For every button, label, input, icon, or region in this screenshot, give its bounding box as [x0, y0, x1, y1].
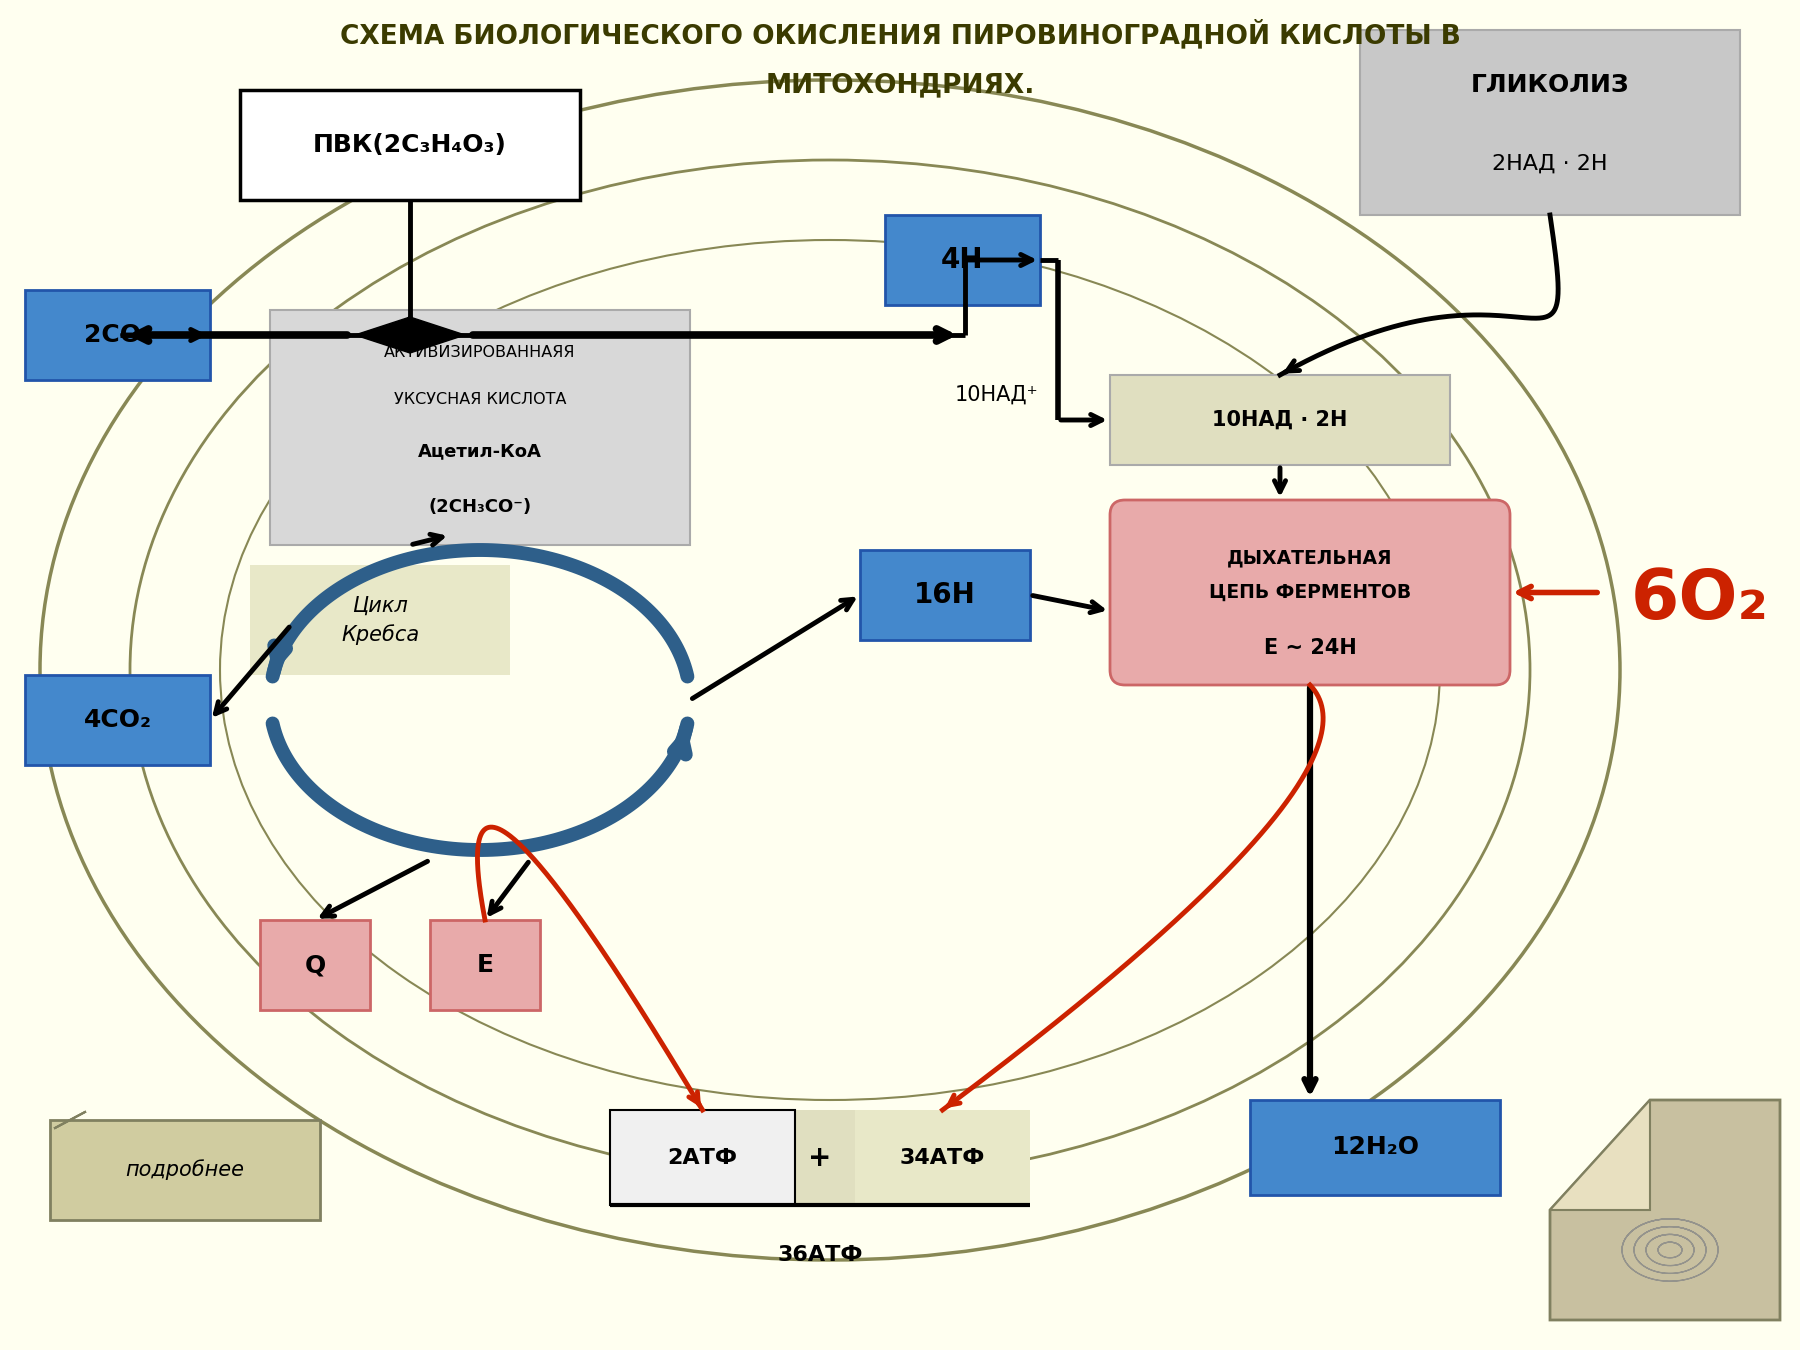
- Text: Цикл
Кребса: Цикл Кребса: [340, 595, 419, 644]
- Text: 6О₂: 6О₂: [1631, 567, 1769, 633]
- Text: СХЕМА БИОЛОГИЧЕСКОГО ОКИСЛЕНИЯ ПИРОВИНОГРАДНОЙ КИСЛОТЫ В: СХЕМА БИОЛОГИЧЕСКОГО ОКИСЛЕНИЯ ПИРОВИНОГ…: [340, 20, 1460, 50]
- FancyBboxPatch shape: [860, 549, 1030, 640]
- FancyBboxPatch shape: [1111, 375, 1451, 464]
- Text: ПВК(2С₃Н₄О₃): ПВК(2С₃Н₄О₃): [313, 134, 508, 157]
- Text: ГЛИКОЛИЗ: ГЛИКОЛИЗ: [1471, 73, 1629, 97]
- Text: Ацетил-КоА: Ацетил-КоА: [418, 441, 542, 460]
- FancyBboxPatch shape: [1361, 30, 1741, 215]
- Polygon shape: [1550, 1100, 1780, 1320]
- FancyBboxPatch shape: [1249, 1100, 1499, 1195]
- FancyBboxPatch shape: [610, 1110, 796, 1206]
- FancyBboxPatch shape: [610, 1110, 1030, 1206]
- Text: МИТОХОНДРИЯХ.: МИТОХОНДРИЯХ.: [765, 72, 1035, 99]
- Ellipse shape: [130, 161, 1530, 1180]
- FancyBboxPatch shape: [239, 90, 580, 200]
- Text: (2СН₃СО⁻): (2СН₃СО⁻): [428, 498, 531, 517]
- FancyBboxPatch shape: [430, 919, 540, 1010]
- Text: Е: Е: [477, 953, 493, 977]
- Polygon shape: [355, 317, 464, 352]
- FancyBboxPatch shape: [25, 675, 211, 765]
- Text: ЦЕПЬ ФЕРМЕНТОВ: ЦЕПЬ ФЕРМЕНТОВ: [1210, 583, 1411, 602]
- Ellipse shape: [40, 80, 1620, 1260]
- Text: 10НАД · 2Н: 10НАД · 2Н: [1213, 410, 1348, 431]
- Text: 4СО₂: 4СО₂: [83, 707, 151, 732]
- Text: подробнее: подробнее: [126, 1160, 245, 1180]
- Text: 2НАД · 2Н: 2НАД · 2Н: [1492, 153, 1607, 173]
- Text: Q: Q: [304, 953, 326, 977]
- Text: УКСУСНАЯ КИСЛОТА: УКСУСНАЯ КИСЛОТА: [394, 392, 567, 406]
- Ellipse shape: [220, 240, 1440, 1100]
- Text: ДЫХАТЕЛЬНАЯ: ДЫХАТЕЛЬНАЯ: [1228, 548, 1393, 567]
- FancyBboxPatch shape: [25, 290, 211, 379]
- Text: +: +: [808, 1143, 832, 1172]
- Polygon shape: [1550, 1100, 1651, 1210]
- Text: 10НАД⁺: 10НАД⁺: [956, 385, 1039, 405]
- Text: 16Н: 16Н: [914, 580, 976, 609]
- FancyBboxPatch shape: [50, 1120, 320, 1220]
- Text: 12Н₂О: 12Н₂О: [1330, 1135, 1418, 1160]
- FancyBboxPatch shape: [250, 566, 509, 675]
- FancyBboxPatch shape: [855, 1110, 1030, 1206]
- Text: 36АТФ: 36АТФ: [778, 1245, 862, 1265]
- FancyBboxPatch shape: [259, 919, 371, 1010]
- Text: 2АТФ: 2АТФ: [668, 1148, 738, 1168]
- Text: Е ~ 24Н: Е ~ 24Н: [1264, 637, 1357, 657]
- Text: АКТИВИЗИРОВАННАЯЯ: АКТИВИЗИРОВАННАЯЯ: [383, 344, 576, 360]
- FancyBboxPatch shape: [886, 215, 1040, 305]
- FancyBboxPatch shape: [270, 310, 689, 545]
- Text: 2СО₂: 2СО₂: [83, 323, 151, 347]
- Text: 34АТФ: 34АТФ: [900, 1148, 985, 1168]
- Text: 4Н: 4Н: [941, 246, 985, 274]
- FancyBboxPatch shape: [1111, 500, 1510, 684]
